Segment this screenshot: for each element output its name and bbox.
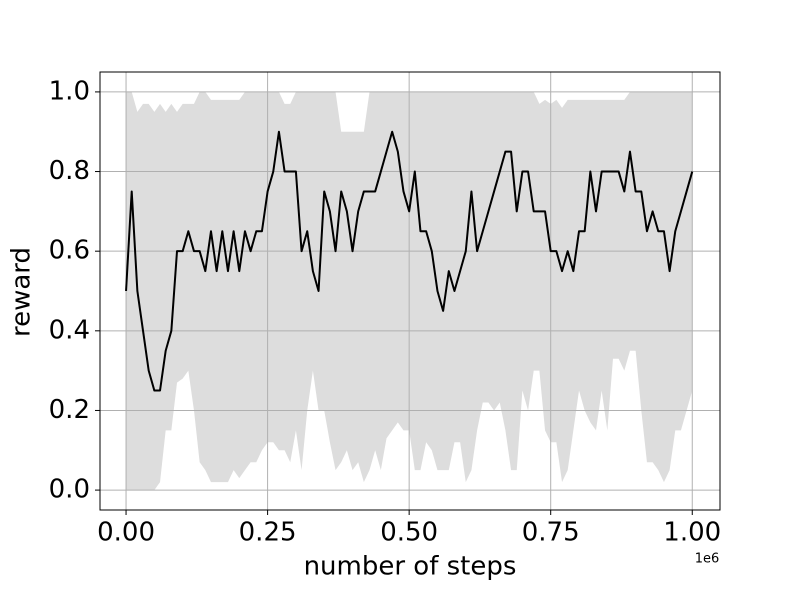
x-tick-label: 0.50 xyxy=(380,518,438,548)
y-tick-label: 0.0 xyxy=(49,475,90,505)
plot-frame xyxy=(99,71,721,511)
x-offset-label: 1e6 xyxy=(695,552,720,567)
y-tick-label: 0.2 xyxy=(49,395,90,425)
y-axis-label: reward xyxy=(7,247,37,337)
x-axis-label: number of steps xyxy=(304,552,517,582)
y-tick-label: 0.6 xyxy=(49,236,90,266)
x-tick-label: 0.75 xyxy=(522,518,580,548)
y-tick-label: 0.8 xyxy=(49,156,90,186)
x-tick-label: 1.00 xyxy=(663,518,721,548)
x-tick-label: 0.00 xyxy=(97,518,155,548)
line xyxy=(125,130,694,392)
y-tick-label: 0.4 xyxy=(49,315,90,345)
y-tick-label: 1.0 xyxy=(49,76,90,106)
x-tick-label: 0.25 xyxy=(239,518,297,548)
